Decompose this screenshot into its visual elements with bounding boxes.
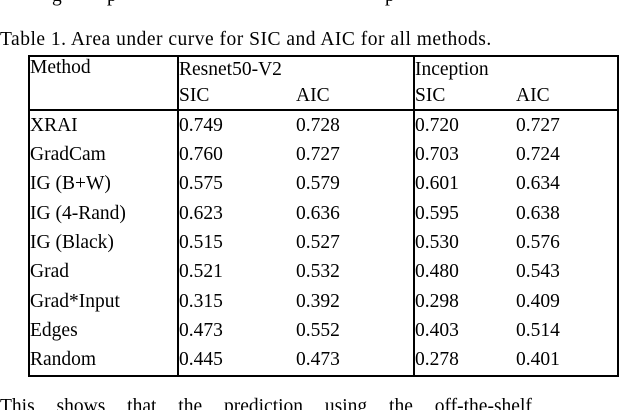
method-cell: GradCam <box>30 143 106 165</box>
table-row: Grad 0.521 0.532 0.480 0.543 <box>29 257 618 287</box>
col-header-method: Method <box>30 57 91 78</box>
results-table: Method Resnet50-V2 Inception SIC AIC SIC… <box>28 55 620 377</box>
table-caption: Table 1. Area under curve for SIC and AI… <box>0 29 492 50</box>
table-row: GradCam 0.760 0.727 0.703 0.724 <box>29 140 618 170</box>
value-cell: 0.760 <box>177 140 296 170</box>
value-cell: 0.315 <box>177 286 296 317</box>
value-cell: 0.480 <box>413 257 516 287</box>
col-header-inception-aic: AIC <box>516 85 550 106</box>
value-cell: 0.527 <box>296 231 340 253</box>
value-cell: 0.392 <box>296 290 340 312</box>
value-cell: 0.514 <box>516 319 560 341</box>
value-cell: 0.703 <box>413 140 516 170</box>
value-cell: 0.724 <box>516 143 560 165</box>
header-row-groups: Method Resnet50-V2 Inception <box>29 56 619 83</box>
value-cell: 0.515 <box>177 228 296 258</box>
method-cell: IG (4-Rand) <box>30 202 126 224</box>
value-cell: 0.727 <box>296 143 340 165</box>
value-cell: 0.601 <box>413 169 516 199</box>
cropped-letter-fragment: g <box>52 0 62 7</box>
value-cell: 0.720 <box>413 108 516 141</box>
method-cell: Random <box>30 349 97 371</box>
value-cell: 0.409 <box>516 290 560 312</box>
table-row: Grad*Input 0.315 0.392 0.298 0.409 <box>29 286 618 317</box>
value-cell: 0.532 <box>296 261 340 283</box>
method-cell: Edges <box>30 319 78 341</box>
cropped-letter-fragment: p <box>107 0 117 7</box>
value-cell: 0.728 <box>296 108 414 141</box>
cropped-line-top: g p p <box>0 0 632 8</box>
table-row: IG (4-Rand) 0.623 0.636 0.595 0.638 <box>29 198 618 229</box>
table-header: Method Resnet50-V2 Inception SIC AIC SIC… <box>29 56 619 110</box>
table-row: IG (B+W) 0.575 0.579 0.601 0.634 <box>29 169 618 199</box>
table-row: IG (Black) 0.515 0.527 0.530 0.576 <box>29 228 618 258</box>
col-header-resnet-sic: SIC <box>177 83 296 110</box>
value-cell: 0.623 <box>177 198 296 229</box>
method-cell: Grad <box>30 261 69 283</box>
method-cell: IG (Black) <box>30 231 114 253</box>
cropped-line-bottom: This shows that the prediction using the… <box>0 396 532 410</box>
value-cell: 0.543 <box>516 261 560 283</box>
value-cell: 0.749 <box>177 108 296 141</box>
table-row: Edges 0.473 0.552 0.403 0.514 <box>29 316 618 346</box>
method-cell: XRAI <box>29 108 178 141</box>
table-row: Random 0.445 0.473 0.278 0.401 <box>29 345 618 376</box>
method-cell: IG (B+W) <box>30 173 111 195</box>
value-cell: 0.575 <box>177 169 296 199</box>
value-cell: 0.278 <box>413 345 516 376</box>
value-cell: 0.298 <box>413 286 516 317</box>
value-cell: 0.473 <box>296 349 340 371</box>
col-header-resnet-aic: AIC <box>296 85 330 106</box>
col-header-inception-sic: SIC <box>413 83 516 110</box>
header-row-metrics: SIC AIC SIC AIC <box>29 83 618 110</box>
value-cell: 0.638 <box>516 202 560 224</box>
value-cell: 0.530 <box>413 228 516 258</box>
value-cell: 0.401 <box>516 349 560 371</box>
cropped-letter-fragment: p <box>385 0 395 7</box>
value-cell: 0.552 <box>296 319 340 341</box>
value-cell: 0.595 <box>413 198 516 229</box>
value-cell: 0.445 <box>177 345 296 376</box>
col-group-resnet50v2: Resnet50-V2 <box>177 56 414 83</box>
table-row: XRAI 0.749 0.728 0.720 0.727 <box>29 108 619 141</box>
value-cell: 0.579 <box>296 173 340 195</box>
value-cell: 0.634 <box>516 173 560 195</box>
value-cell: 0.636 <box>296 202 340 224</box>
value-cell: 0.727 <box>516 108 619 141</box>
table-body: XRAI 0.749 0.728 0.720 0.727 GradCam 0.760 0.72… <box>29 108 619 376</box>
col-group-inception: Inception <box>412 56 619 83</box>
method-cell: Grad*Input <box>30 290 120 312</box>
value-cell: 0.473 <box>177 316 296 346</box>
value-cell: 0.576 <box>516 231 560 253</box>
value-cell: 0.403 <box>413 316 516 346</box>
value-cell: 0.521 <box>177 257 296 287</box>
